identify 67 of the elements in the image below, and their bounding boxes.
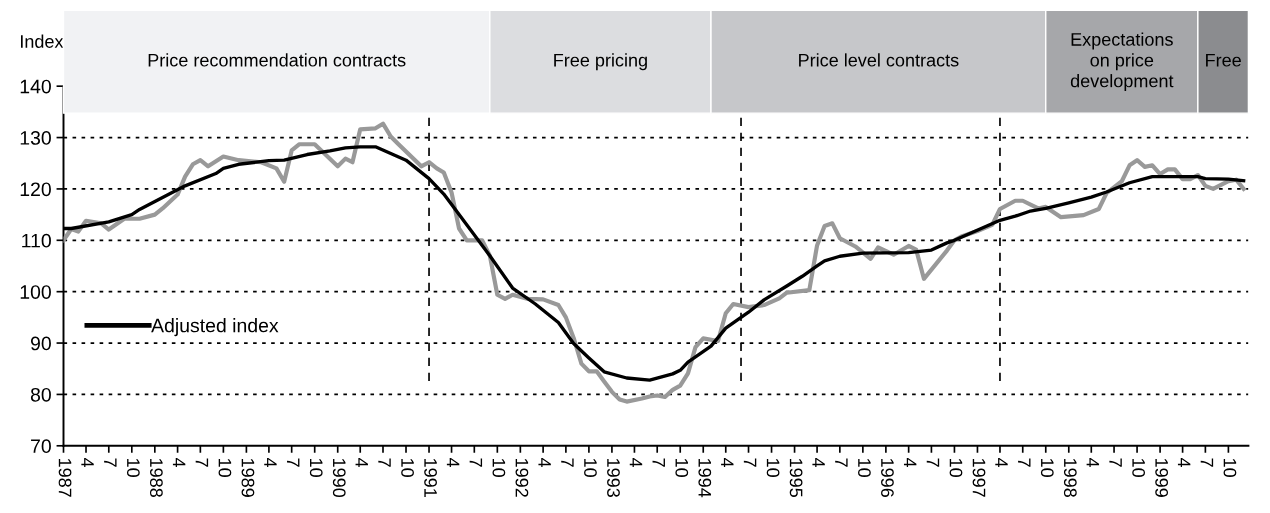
x-tick-label: 1995 — [789, 458, 803, 498]
x-tick-label: 1992 — [515, 458, 529, 497]
y-tick-label: 90 — [30, 336, 51, 351]
x-tick-label: 10 — [1132, 458, 1146, 477]
x-tick-label: 7 — [195, 458, 209, 467]
x-tick-label: 7 — [561, 458, 574, 467]
y-tick-label: 140 — [20, 79, 51, 94]
x-tick-label: 4 — [1086, 458, 1100, 468]
x-tick-label: 10 — [1040, 458, 1054, 477]
x-tick-label: 1994 — [698, 458, 712, 498]
band-label: Expectations on price development — [1070, 32, 1174, 91]
x-tick-label: 10 — [309, 458, 323, 477]
x-tick-label: 10 — [584, 458, 597, 477]
x-tick-label: 10 — [126, 458, 140, 477]
x-tick-label: 1989 — [241, 458, 255, 497]
x-tick-label: 7 — [378, 458, 391, 467]
legend-label: Adjusted index — [151, 318, 279, 337]
x-tick-label: 4 — [1177, 458, 1191, 468]
x-tick-label: 7 — [652, 458, 665, 467]
y-tick-label: 70 — [31, 439, 51, 454]
x-tick-label: 4 — [172, 458, 186, 468]
y-axis-title: Index — [21, 34, 64, 48]
x-tick-label: 7 — [926, 458, 940, 467]
x-tick-label: 1993 — [607, 458, 620, 497]
x-tick-label: 1996 — [881, 458, 894, 497]
y-tick-label: 130 — [20, 131, 51, 145]
x-tick-label: 4 — [995, 458, 1008, 468]
x-tick-label: 10 — [1223, 458, 1237, 477]
band-label: Free pricing — [554, 53, 647, 71]
x-tick-label: 7 — [1018, 458, 1031, 467]
x-tick-label: 4 — [264, 458, 277, 468]
x-tick-label: 1997 — [972, 458, 986, 497]
x-tick-label: 7 — [743, 458, 757, 467]
y-tick-label: 110 — [22, 233, 51, 248]
y-tick-label: 120 — [20, 182, 51, 197]
x-tick-label: 4 — [81, 458, 94, 468]
band-label: Price recommendation contracts — [148, 53, 406, 67]
x-tick-label: 10 — [401, 458, 414, 477]
band-label: Price level contracts — [799, 53, 959, 67]
x-tick-label: 7 — [104, 458, 117, 467]
x-tick-label: 10 — [675, 458, 689, 477]
x-tick-label: 10 — [858, 458, 871, 477]
x-tick-label: 4 — [538, 458, 551, 468]
x-tick-label: 1987 — [58, 458, 72, 497]
x-tick-label: 4 — [721, 458, 734, 468]
x-tick-label: 4 — [355, 458, 368, 468]
y-tick-label: 100 — [20, 285, 51, 299]
x-tick-label: 7 — [1109, 458, 1122, 467]
x-tick-label: 4 — [446, 458, 460, 468]
y-tick-label: 80 — [30, 387, 51, 402]
x-tick-label: 7 — [835, 458, 848, 467]
x-tick-label: 4 — [629, 458, 643, 468]
x-tick-label: 1991 — [424, 458, 437, 497]
x-tick-label: 7 — [469, 458, 483, 467]
x-tick-label: 1988 — [149, 458, 163, 497]
x-tick-label: 10 — [766, 458, 780, 477]
x-tick-label: 1990 — [332, 458, 346, 498]
band-label: Free — [1206, 53, 1241, 67]
x-tick-label: 10 — [949, 458, 963, 477]
x-tick-label: 1998 — [1063, 458, 1077, 497]
x-tick-label: 4 — [903, 458, 917, 468]
x-tick-label: 7 — [1200, 458, 1214, 467]
x-tick-label: 1999 — [1155, 458, 1169, 497]
x-tick-label: 10 — [492, 458, 506, 477]
x-tick-label: 10 — [218, 458, 232, 477]
x-tick-label: 7 — [287, 458, 300, 467]
x-tick-label: 4 — [812, 458, 825, 468]
